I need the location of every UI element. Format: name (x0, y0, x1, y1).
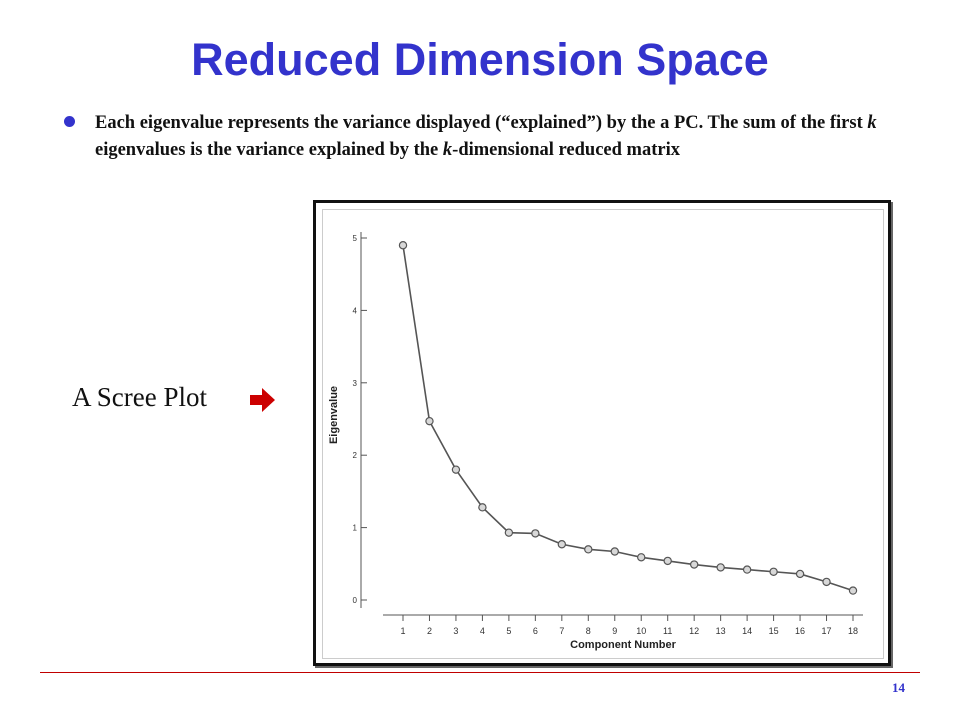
series-line (402, 245, 854, 592)
y-tick-label: 5 (353, 234, 358, 243)
data-point (848, 586, 858, 595)
bullet-point: Each eigenvalue represents the variance … (64, 110, 894, 164)
bullet-text: Each eigenvalue represents the variance … (95, 110, 894, 164)
chart-panel: 0 1 2 3 4 5 1 2 3 4 5 6 7 8 9 10 11 12 13 14 15 16 17 18 Eigenv… (322, 209, 884, 659)
chart-frame: 0 1 2 3 4 5 1 2 3 4 5 6 7 8 9 10 11 12 13 14 15 16 17 18 Eigenv… (313, 200, 891, 666)
bullet-segment: eigenvalues is the variance explained by… (95, 140, 443, 160)
x-tick-label: 2 (427, 626, 432, 636)
x-tick-label: 3 (453, 626, 458, 636)
data-point (716, 563, 725, 572)
y-tick-label: 3 (353, 379, 358, 388)
data-point (425, 416, 434, 426)
data-point (742, 565, 752, 574)
data-point (822, 577, 831, 587)
data-point (504, 528, 514, 537)
x-tick-label: 11 (663, 626, 672, 636)
data-point (795, 569, 805, 579)
data-point (398, 241, 408, 250)
x-tick-label: 18 (848, 626, 858, 636)
x-tick-label: 13 (716, 626, 726, 636)
x-tick-label: 17 (822, 626, 832, 636)
x-tick-label: 5 (506, 626, 511, 636)
data-point (451, 465, 461, 474)
right-arrow-icon (250, 388, 275, 412)
x-tick-label: 15 (769, 626, 779, 636)
x-tick-label: 10 (636, 626, 646, 636)
bullet-italic-k: k (867, 113, 877, 133)
y-tick-label: 4 (353, 306, 358, 315)
x-tick-label: 12 (689, 626, 699, 636)
data-point (584, 545, 593, 554)
y-tick-label: 2 (353, 451, 358, 460)
bullet-segment: -dimensional reduced matrix (452, 140, 680, 160)
data-point (610, 547, 619, 556)
data-point (663, 556, 672, 566)
x-tick-label: 14 (742, 626, 752, 636)
x-tick-label: 4 (480, 626, 485, 636)
footer-divider (40, 672, 920, 673)
data-point (531, 529, 540, 538)
data-point (637, 553, 646, 562)
data-point (769, 567, 778, 576)
data-point (478, 503, 487, 512)
y-tick-label: 1 (353, 524, 358, 533)
x-tick-label: 6 (533, 626, 538, 636)
page-number: 14 (892, 680, 905, 695)
bullet-dot-icon (64, 116, 75, 127)
x-tick-label: 16 (795, 626, 805, 636)
y-axis-label: Eigenvalue (328, 386, 340, 444)
bullet-italic-k: k (442, 140, 453, 160)
data-point (557, 540, 567, 549)
x-tick-label: 9 (612, 626, 617, 636)
bullet-segment: Each eigenvalue represents the variance … (95, 113, 868, 133)
scree-plot-label: A Scree Plot (72, 382, 207, 412)
y-tick-label: 0 (353, 596, 358, 605)
slide-title: Reduced Dimension Space (191, 34, 769, 85)
x-axis-label: Component Number (570, 639, 676, 651)
x-tick-label: 7 (559, 626, 564, 636)
data-point (689, 560, 699, 569)
x-tick-label: 8 (586, 626, 591, 636)
x-tick-label: 1 (400, 626, 405, 636)
